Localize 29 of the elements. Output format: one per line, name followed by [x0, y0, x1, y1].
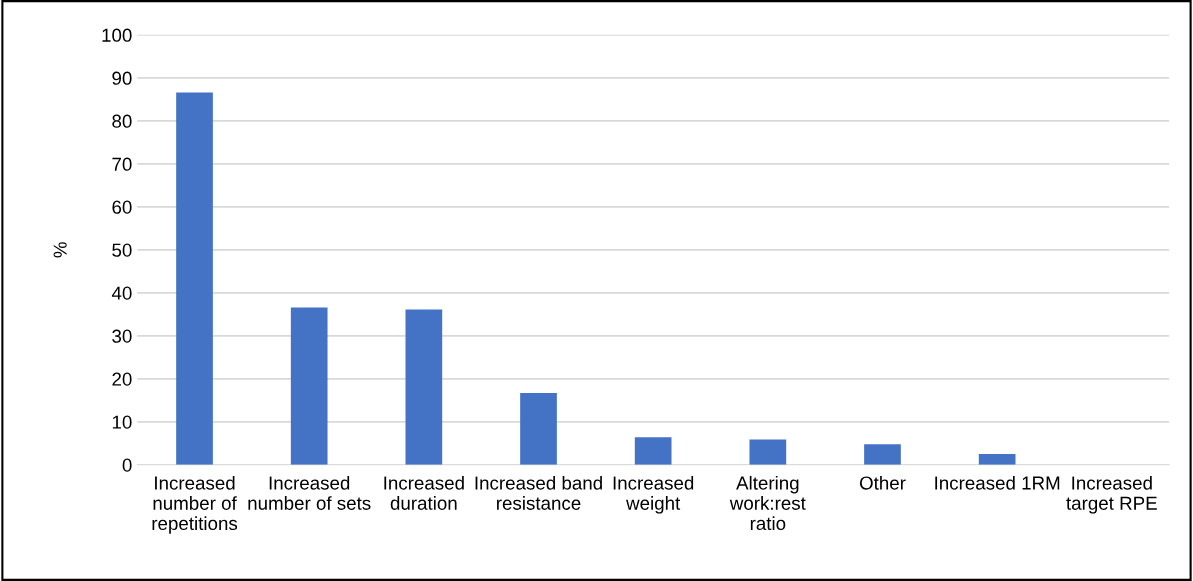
bar — [290, 307, 328, 465]
bar — [978, 454, 1016, 465]
y-tick-label: 70 — [112, 157, 132, 171]
x-tick-label: Increased band resistance — [475, 475, 602, 510]
bar — [405, 309, 443, 465]
bar — [520, 393, 557, 465]
bar — [749, 439, 787, 465]
bar — [864, 444, 901, 465]
x-tick-label: Altering work:rest ratio — [729, 475, 806, 531]
y-tick-label: 80 — [112, 114, 132, 128]
y-tick-label: 30 — [112, 329, 132, 343]
y-tick-label: 20 — [112, 372, 132, 386]
x-tick-label: Increased number of repetitions — [152, 475, 238, 534]
bar — [634, 437, 672, 465]
x-tick-label: Increased weight — [613, 475, 694, 514]
x-tick-label: Increased number of sets — [248, 475, 371, 510]
y-axis-title: % — [53, 242, 67, 258]
y-tick-label: 90 — [112, 71, 132, 85]
x-tick-label: Increased duration — [384, 475, 464, 510]
bar — [176, 92, 213, 465]
y-tick-label: 60 — [112, 200, 132, 214]
x-tick-label: Other — [859, 475, 906, 490]
x-tick-label: Increased 1RM — [935, 475, 1060, 490]
y-tick-label: 40 — [111, 286, 132, 300]
y-tick-label: 50 — [112, 243, 132, 257]
x-tick-label: Increased target RPE — [1066, 475, 1157, 514]
y-tick-label: 0 — [122, 458, 132, 472]
y-tick-label: 10 — [112, 415, 132, 429]
y-tick-label: 100 — [102, 28, 132, 42]
